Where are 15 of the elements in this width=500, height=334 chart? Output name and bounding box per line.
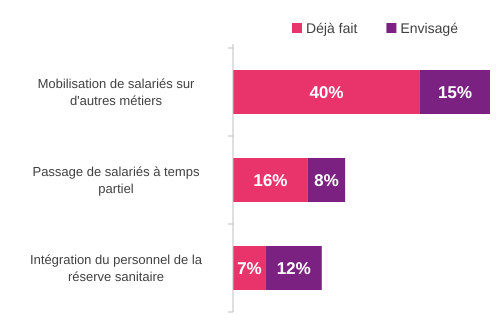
bar — [420, 70, 490, 114]
bar — [233, 158, 308, 202]
data-label: 15% — [438, 82, 472, 102]
bar — [266, 246, 322, 290]
data-label: 12% — [276, 258, 311, 278]
y-tick-label: Passage de salariés à temps partiel — [32, 164, 200, 196]
y-tick-label: Intégration du personnel de la réserve sanitaire — [30, 252, 203, 284]
data-label: 8% — [314, 170, 339, 190]
legend-label: Déjà fait — [306, 20, 358, 36]
data-label: 16% — [253, 170, 288, 190]
data-label: 7% — [237, 258, 262, 278]
y-tick-label: Mobilisation de salariés sur d'autres métiers — [38, 76, 196, 108]
data-label: 40% — [309, 82, 344, 102]
legend-label: Envisagé — [400, 20, 458, 36]
bar — [233, 70, 420, 114]
